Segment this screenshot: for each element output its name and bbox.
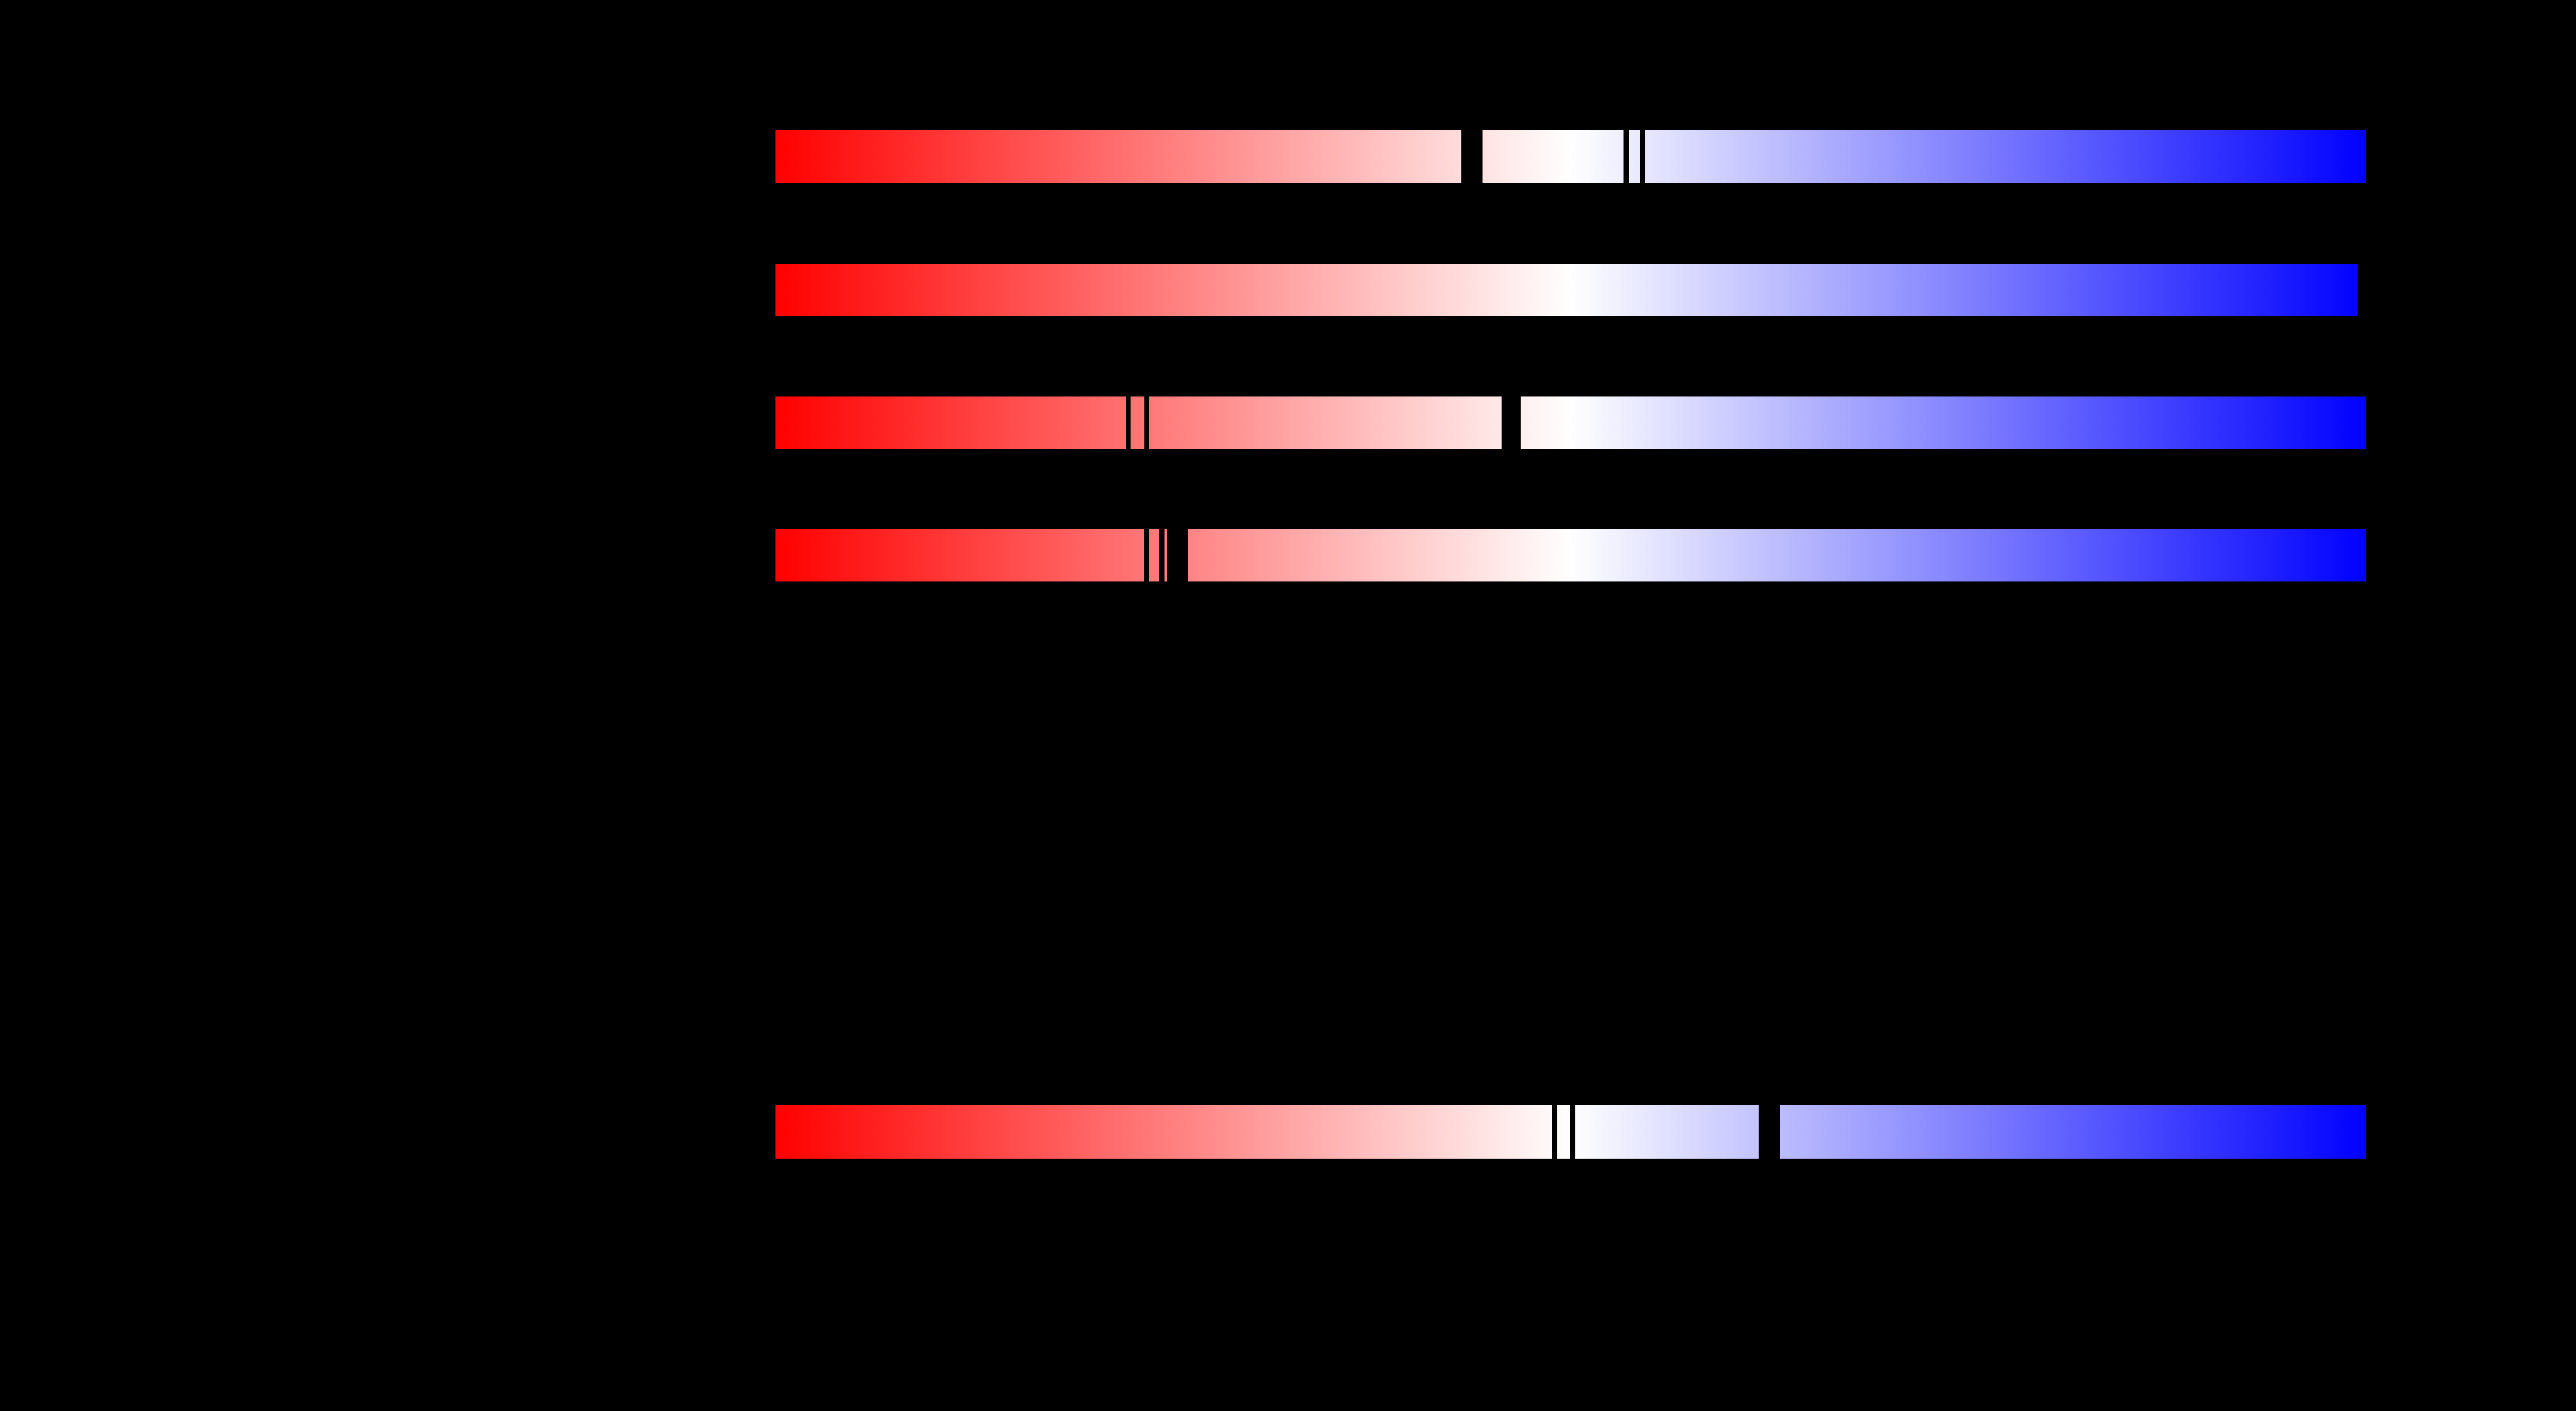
thin-mark — [1640, 129, 1645, 184]
thin-mark — [1144, 395, 1149, 450]
thin-mark — [1552, 1104, 1557, 1160]
gradient-bar-1 — [775, 129, 2366, 184]
thick-mark — [1461, 129, 1483, 184]
thin-mark — [1159, 528, 1165, 583]
gradient-bar-2 — [775, 263, 2366, 317]
gradient-bar-4 — [775, 528, 2366, 583]
thin-mark — [1570, 1104, 1575, 1160]
thin-mark — [1126, 395, 1131, 450]
thin-mark — [1624, 129, 1629, 184]
thick-mark — [1759, 1104, 1780, 1160]
thick-mark — [1167, 528, 1188, 583]
gradient-bar-3 — [775, 395, 2366, 450]
thin-mark — [1144, 528, 1149, 583]
thick-mark — [1502, 395, 1521, 450]
gradient-bar-5 — [775, 1104, 2366, 1160]
thick-mark — [2358, 263, 2366, 317]
